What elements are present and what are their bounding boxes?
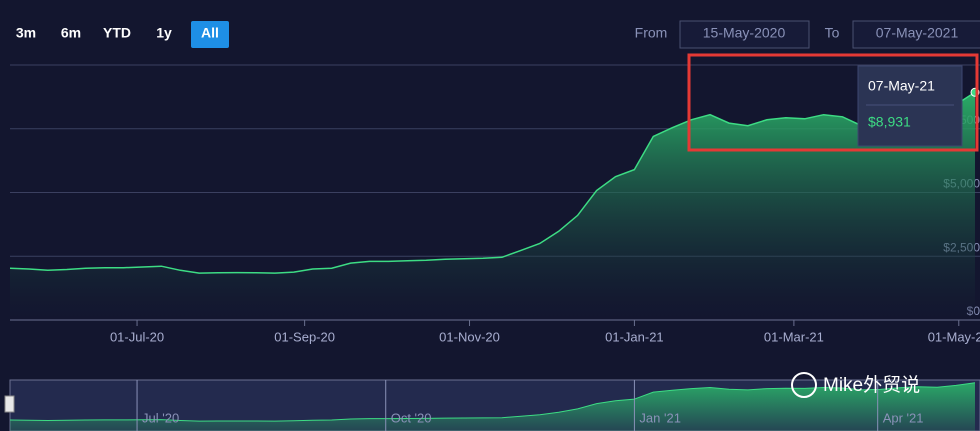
- watermark: Mike外贸说: [823, 374, 920, 396]
- tooltip-date: 07-May-21: [868, 78, 935, 94]
- from-label: From: [635, 25, 668, 41]
- x-tick-label: 01-Jul-20: [110, 329, 164, 344]
- navigator-tick-label: Jan '21: [639, 410, 681, 425]
- range-button[interactable]: 1y: [156, 25, 172, 41]
- range-button[interactable]: All: [201, 25, 219, 41]
- tooltip: [857, 65, 963, 147]
- highlight-box: [687, 53, 979, 152]
- x-tick-label: 01-Mar-21: [764, 329, 824, 344]
- x-tick-label: 01-Jan-21: [605, 329, 664, 344]
- navigator-line: [9, 382, 976, 422]
- navigator-handle[interactable]: [4, 395, 15, 413]
- range-selector: 3m 6m YTD 1y All From 15-May-2020 To 07-May-2021: [16, 20, 980, 49]
- navigator-tick-label: Jul '20: [142, 410, 179, 425]
- line: [9, 91, 976, 274]
- x-tick-label: 01-Nov-20: [439, 329, 500, 344]
- range-button[interactable]: 6m: [61, 25, 81, 41]
- navigator-tick-label: Apr '21: [883, 410, 924, 425]
- from-value: 15-May-2020: [703, 25, 786, 41]
- tooltip-value: $8,931: [868, 114, 911, 130]
- x-tick-label: 01-May-21: [928, 329, 980, 344]
- to-label: To: [825, 25, 840, 41]
- watermark-icon: [791, 372, 817, 398]
- x-tick-label: 01-Sep-20: [274, 329, 335, 344]
- to-input[interactable]: [852, 20, 980, 49]
- navigator-tick-label: Oct '20: [391, 410, 432, 425]
- from-input[interactable]: [679, 20, 810, 49]
- range-button-bg[interactable]: [191, 21, 229, 48]
- range-button[interactable]: YTD: [103, 25, 131, 41]
- to-value: 07-May-2021: [876, 25, 959, 41]
- navigator-area: [10, 382, 975, 431]
- range-button[interactable]: 3m: [16, 25, 36, 41]
